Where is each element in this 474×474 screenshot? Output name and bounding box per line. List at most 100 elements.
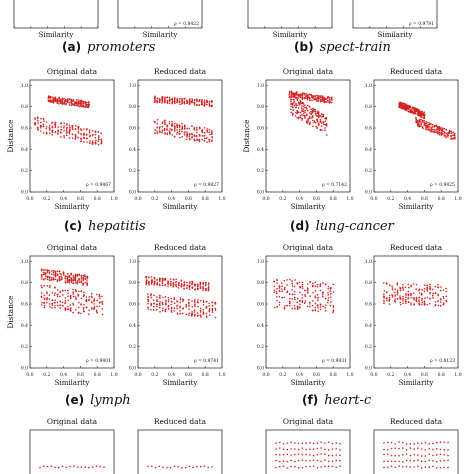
bottom-right-original-point-9-2	[309, 454, 311, 456]
hepatitis-original-point-226	[43, 120, 45, 123]
bottom-right-reduced-point-13-0	[432, 465, 434, 468]
lymph-original-point-218	[48, 303, 51, 305]
hepatitis-original-point-275	[60, 128, 63, 131]
hepatitis-reduced-point-318	[191, 133, 194, 136]
heart-c-reduced-point-36	[394, 301, 396, 303]
bottom-right-original-point-11-2	[316, 453, 319, 456]
lymph-reduced-point-19	[150, 276, 153, 278]
hepatitis-original-point-342	[83, 132, 85, 135]
heart-c-reduced-point-25	[391, 288, 394, 291]
hepatitis-original-point-373	[94, 133, 97, 136]
lymph-reduced-point-278	[176, 307, 178, 310]
hepatitis-reduced-point-16	[156, 100, 158, 103]
hepatitis-reduced-point-249	[171, 124, 173, 127]
lymph-original-point-136	[74, 282, 77, 284]
lymph-reduced-point-335	[196, 312, 199, 314]
lymph-original-point-6	[40, 269, 43, 272]
lymph-original-point-312	[80, 297, 83, 300]
lymph-reduced-xtick-label-0: 0.0	[134, 372, 141, 378]
hepatitis-original-point-58	[58, 102, 60, 105]
hepatitis-reduced-point-364	[206, 131, 209, 133]
lung-cancer-original-point-341	[317, 113, 320, 116]
hepatitis-reduced-point-280	[181, 136, 183, 138]
lymph-reduced-point-54	[161, 282, 164, 284]
lymph-original-point-288	[72, 311, 74, 314]
heart-c-reduced-point-134	[426, 303, 429, 306]
lymph-reduced-point-128	[189, 281, 191, 283]
hepatitis-original-point-175	[84, 103, 87, 105]
lung-cancer-original-point-254	[300, 107, 303, 109]
lung-cancer-reduced-point-245	[425, 122, 428, 125]
bottom-right-original-point-5-0	[294, 465, 296, 468]
lung-cancer-original-point-192	[290, 108, 292, 110]
lymph-reduced-point-326	[193, 315, 196, 317]
heart-c-original-xtick-label-3: 0.6	[313, 372, 320, 378]
bottom-right-original-point-2-2	[282, 453, 285, 456]
heart-c-reduced-point-117	[420, 299, 423, 301]
lymph-reduced-point-356	[205, 316, 208, 318]
lymph-reduced-point-6	[145, 283, 148, 286]
bottom-left-reduced-title: Reduced data	[154, 417, 207, 426]
hepatitis-reduced-point-248	[171, 128, 173, 131]
lymph-original-point-338	[88, 296, 91, 298]
lymph-reduced-point-317	[190, 315, 193, 317]
heart-c-original-point-157	[321, 293, 324, 296]
bottom-right-original-point-4-3	[290, 448, 292, 450]
hepatitis-reduced-xtick-label-2: 0.4	[168, 196, 175, 202]
bottom-right-reduced-point-10-0	[420, 467, 423, 469]
lung-cancer-original-point-293	[308, 112, 311, 114]
bottom-right-original-frame	[265, 429, 351, 474]
heart-c-original-point-168	[324, 297, 327, 300]
lymph-reduced-point-72	[167, 283, 170, 286]
lymph-original-point-309	[78, 301, 80, 304]
lymph-original-point-244	[56, 293, 59, 295]
caption-d-name: lung-cancer	[315, 219, 394, 234]
lung-cancer-reduced-point-365	[452, 134, 454, 136]
caption-b-name: spect-train	[319, 40, 391, 55]
lymph-original-point-340	[88, 299, 90, 302]
lymph-original-point-358	[95, 309, 98, 312]
lymph-original-point-190	[86, 279, 88, 281]
hepatitis-original-point-206	[34, 122, 37, 124]
lung-cancer-reduced-point-94	[409, 106, 412, 109]
hepatitis-original-point-35	[52, 102, 55, 104]
heart-c-original-point-126	[312, 284, 314, 287]
lung-cancer-reduced-point-314	[438, 129, 441, 132]
hepatitis-original-point-173	[82, 105, 85, 107]
lung-cancer-original-point-347	[319, 118, 322, 121]
hepatitis-original-point-144	[77, 101, 80, 103]
heart-c-reduced-point-184	[442, 297, 445, 300]
lung-cancer-reduced-point-347	[447, 131, 450, 134]
bottom-right-reduced-point-11-0	[424, 466, 427, 468]
hepatitis-reduced-ytick-label-2: 0.4	[129, 147, 136, 153]
bottom-right-original-point-11-0	[316, 467, 319, 469]
bottom-right-reduced-point-0-4	[383, 442, 385, 444]
lymph-original-point-179	[84, 274, 86, 276]
hepatitis-reduced-point-283	[181, 127, 184, 130]
hepatitis-reduced-point-348	[201, 138, 203, 141]
lymph-reduced-point-223	[156, 305, 158, 308]
lung-cancer-reduced-point-289	[433, 125, 436, 128]
lung-cancer-original-point-305	[311, 109, 314, 112]
lymph-reduced-point-231	[158, 306, 161, 309]
lymph-reduced-point-163	[199, 285, 202, 288]
lung-cancer-original-point-372	[324, 123, 326, 126]
lung-cancer-original-point-12	[290, 95, 293, 97]
lymph-reduced-point-109	[180, 286, 183, 288]
lung-cancer-original-point-131	[317, 97, 320, 99]
lung-cancer-reduced-point-139	[415, 110, 418, 113]
lung-cancer-original-frame	[265, 79, 351, 193]
hepatitis-reduced-point-266	[176, 133, 178, 135]
lymph-original-point-370	[101, 308, 104, 310]
bottom-left-original-point-6-0	[61, 465, 64, 467]
hepatitis-original-point-146	[77, 105, 79, 107]
lung-cancer-original-point-146	[321, 95, 324, 98]
lung-cancer-original-point-363	[322, 114, 325, 117]
lung-cancer-reduced-point-225	[420, 119, 422, 121]
hepatitis-original-point-59	[58, 99, 60, 102]
lymph-original-point-245	[59, 295, 61, 298]
lymph-reduced-point-199	[147, 298, 149, 301]
bottom-left-reduced-point-5-0	[166, 466, 168, 469]
hepatitis-reduced-point-142	[196, 104, 198, 107]
heart-c-reduced-point-144	[428, 302, 431, 305]
